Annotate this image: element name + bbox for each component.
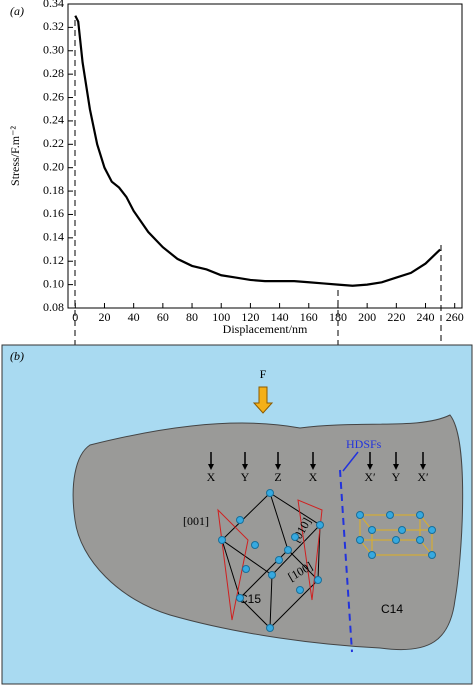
atom [268, 571, 276, 579]
y-tick-label: 0.30 [43, 43, 64, 57]
force-arrow [252, 386, 274, 414]
stacking-label: X′ [417, 470, 429, 484]
y-tick-label: 0.08 [43, 300, 64, 314]
atom [416, 511, 424, 519]
x-tick-label: 120 [241, 310, 259, 324]
y-tick-label: 0.26 [43, 89, 64, 103]
y-tick-label: 0.34 [43, 0, 64, 10]
atom [296, 586, 304, 594]
direction-label: [001] [183, 514, 209, 528]
panel-label: (a) [10, 4, 24, 18]
atom [266, 624, 274, 632]
x-tick-label: 40 [128, 310, 140, 324]
y-tick-label: 0.16 [43, 206, 64, 220]
stacking-label: Y [392, 470, 401, 484]
y-tick-label: 0.14 [43, 230, 64, 244]
atom [316, 521, 324, 529]
atom [368, 526, 376, 534]
stacking-label: Z [274, 470, 281, 484]
stacking-label: X [309, 470, 318, 484]
atom [398, 526, 406, 534]
x-tick-label: 240 [417, 310, 435, 324]
y-tick-label: 0.32 [43, 19, 64, 33]
plot-frame [67, 3, 463, 309]
stacking-arrowhead [208, 464, 214, 470]
stacking-arrowhead [393, 464, 399, 470]
x-tick-label: 0 [72, 310, 78, 324]
hdsfs-arrow [342, 451, 359, 472]
stacking-label: X [207, 470, 216, 484]
atom [416, 536, 424, 544]
y-tick-label: 0.22 [43, 136, 64, 150]
x-tick-label: 200 [358, 310, 376, 324]
x-tick-label: 260 [446, 310, 464, 324]
atom [236, 516, 244, 524]
x-tick-label: 140 [271, 310, 289, 324]
plane [217, 499, 323, 621]
atom [356, 536, 364, 544]
x-tick-label: 220 [387, 310, 405, 324]
y-tick-label: 0.12 [43, 253, 64, 267]
y-tick-label: 0.20 [43, 159, 64, 173]
atom [386, 511, 394, 519]
x-axis-label: Displacement/nm [223, 322, 308, 336]
x-tick-label: 20 [98, 310, 110, 324]
atom [392, 536, 400, 544]
force-label: F [260, 367, 267, 381]
stacking-label: X′ [364, 470, 376, 484]
y-tick-label: 0.24 [43, 113, 64, 127]
atom [368, 551, 376, 559]
y-tick-label: 0.10 [43, 276, 64, 290]
y-axis-label: Stress/F.m⁻² [8, 126, 22, 186]
atom [291, 533, 299, 541]
x-tick-label: 100 [212, 310, 230, 324]
atom [284, 546, 292, 554]
atom [356, 511, 364, 519]
y-tick-label: 0.18 [43, 183, 64, 197]
y-tick-label: 0.28 [43, 66, 64, 80]
phase-label: C15 [239, 592, 261, 606]
atom [266, 489, 274, 497]
atom [428, 526, 436, 534]
x-tick-label: 60 [157, 310, 169, 324]
atom [242, 565, 250, 573]
phase-label: C14 [381, 602, 403, 616]
stacking-fault [339, 469, 353, 653]
stacking-arrowhead [367, 464, 373, 470]
x-tick-label: 80 [186, 310, 198, 324]
atom [275, 556, 283, 564]
atom [218, 536, 226, 544]
panel-label: (b) [10, 349, 24, 363]
line [74, 15, 441, 287]
diagram: (b) F HDSFs C15 C14 [001] [010] [100] [1, 344, 473, 685]
stacking-arrowhead [310, 464, 316, 470]
stacking-arrowhead [242, 464, 248, 470]
atom [428, 551, 436, 559]
atom [251, 541, 259, 549]
stacking-arrowhead [420, 464, 426, 470]
stacking-label: Y [241, 470, 250, 484]
chart: (a) Displacement/nm Stress/F.m⁻² 0.08 0.1… [8, 0, 464, 336]
atom [314, 576, 322, 584]
stacking-arrowhead [275, 464, 281, 470]
hdsfs-label: HDSFs [346, 437, 382, 451]
x-tick-label: 160 [300, 310, 318, 324]
grain [72, 414, 464, 651]
x-tick-label: 180 [329, 310, 347, 324]
atom [236, 594, 244, 602]
